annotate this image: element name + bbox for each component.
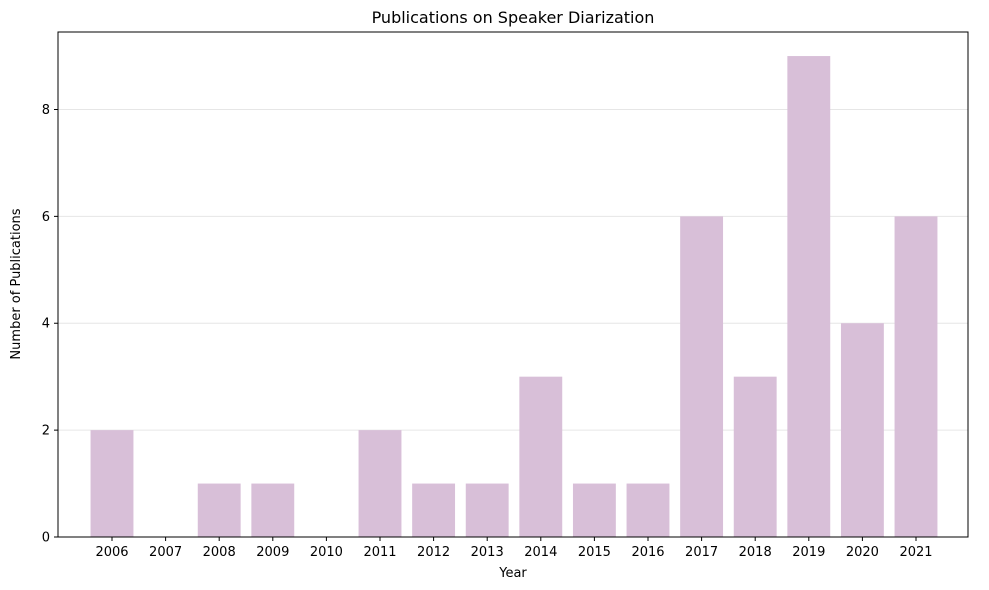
y-tick-label: 0 [42, 531, 50, 546]
x-tick-label: 2016 [631, 545, 664, 560]
y-tick-label: 4 [42, 317, 50, 332]
bar [412, 483, 456, 537]
bar [572, 483, 616, 537]
bar [733, 376, 777, 537]
y-axis-label: Number of Publications [9, 208, 24, 359]
y-tick-label: 8 [42, 103, 50, 118]
x-axis-label: Year [498, 566, 527, 581]
chart-title: Publications on Speaker Diarization [372, 8, 655, 27]
x-tick-label: 2020 [846, 545, 879, 560]
gridlines [58, 108, 968, 431]
bar [251, 483, 295, 537]
y-tick-label: 2 [42, 424, 50, 439]
x-tick-label: 2019 [792, 545, 825, 560]
x-tick-label: 2018 [739, 545, 772, 560]
x-tick-label: 2009 [256, 545, 289, 560]
x-tick-label: 2013 [471, 545, 504, 560]
bar [197, 483, 241, 537]
bar [358, 430, 402, 537]
x-tick-label: 2011 [363, 545, 396, 560]
x-axis-ticks: 2006 2007 2008 2009 2010 2011 2012 2013 2014 2015… [95, 537, 933, 560]
bar [90, 430, 134, 537]
x-tick-label: 2015 [578, 545, 611, 560]
x-tick-label: 2014 [524, 545, 557, 560]
x-tick-label: 2008 [203, 545, 236, 560]
bar [519, 376, 563, 537]
bar [680, 216, 724, 537]
bar [626, 483, 670, 537]
bar [465, 483, 509, 537]
x-tick-label: 2007 [149, 545, 182, 560]
x-tick-label: 2012 [417, 545, 450, 560]
bar [787, 56, 831, 538]
x-tick-label: 2017 [685, 545, 718, 560]
y-axis-ticks: 0 2 4 6 8 [42, 103, 58, 546]
x-tick-label: 2006 [95, 545, 128, 560]
y-tick-label: 6 [42, 210, 50, 225]
plot-area-frame [57, 31, 969, 538]
bars [90, 56, 938, 538]
x-tick-label: 2010 [310, 545, 343, 560]
x-tick-label: 2021 [899, 545, 932, 560]
bar [840, 323, 884, 537]
bar [894, 216, 938, 537]
